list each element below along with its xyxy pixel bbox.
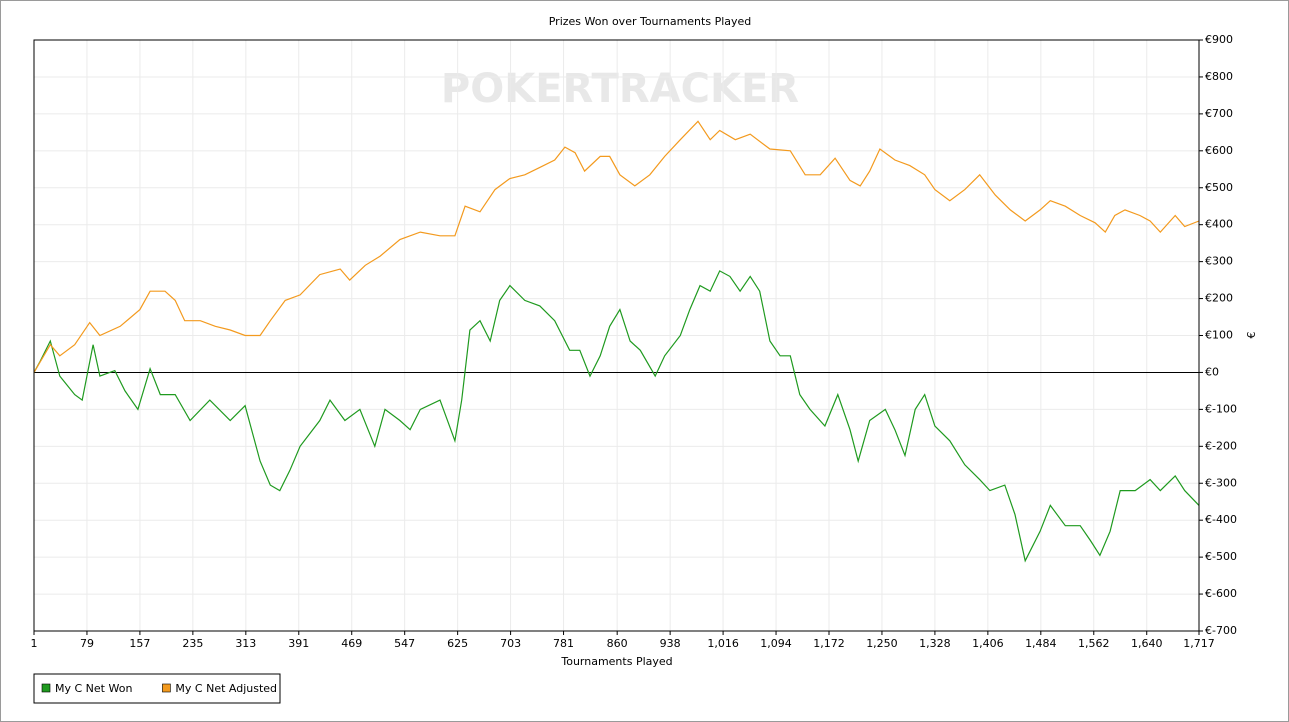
y-tick-label: €-700 (1205, 624, 1237, 637)
y-tick-label: €-100 (1205, 402, 1237, 415)
x-axis-label: Tournaments Played (560, 655, 672, 668)
legend-swatch (162, 683, 171, 693)
x-tick-label: 547 (394, 637, 415, 650)
x-tick-label: 157 (129, 637, 150, 650)
y-axis-label: € (1245, 332, 1258, 339)
y-tick-label: €0 (1205, 365, 1219, 378)
y-tick-label: €300 (1205, 255, 1233, 268)
x-tick-label: 1,328 (919, 637, 951, 650)
x-tick-label: 1,640 (1131, 637, 1163, 650)
y-tick-label: €700 (1205, 107, 1233, 120)
x-tick-label: 860 (607, 637, 628, 650)
legend-label: My C Net Adjusted (175, 682, 277, 695)
x-tick-label: 1,250 (866, 637, 898, 650)
x-tick-label: 1 (31, 637, 38, 650)
series-line (33, 270, 1200, 563)
y-tick-label: €-300 (1205, 476, 1237, 489)
series-line (33, 120, 1200, 373)
y-tick-label: €800 (1205, 70, 1233, 83)
y-tick-label: €600 (1205, 144, 1233, 157)
x-tick-label: 1,717 (1183, 637, 1215, 650)
y-tick-label: €-200 (1205, 439, 1237, 452)
x-tick-label: 938 (660, 637, 681, 650)
x-tick-label: 1,094 (760, 637, 792, 650)
y-tick-label: €100 (1205, 329, 1233, 342)
y-tick-label: €400 (1205, 218, 1233, 231)
x-tick-label: 313 (235, 637, 256, 650)
x-tick-label: 625 (447, 637, 468, 650)
y-tick-label: €-400 (1205, 513, 1237, 526)
x-tick-label: 1,562 (1078, 637, 1110, 650)
x-tick-label: 79 (80, 637, 94, 650)
x-tick-label: 1,484 (1025, 637, 1057, 650)
x-tick-label: 1,172 (813, 637, 845, 650)
y-tick-label: €-600 (1205, 587, 1237, 600)
x-tick-label: 469 (341, 637, 362, 650)
legend-label: My C Net Won (55, 682, 132, 695)
x-tick-label: 391 (288, 637, 309, 650)
y-tick-label: €500 (1205, 181, 1233, 194)
x-tick-label: 235 (182, 637, 203, 650)
y-tick-label: €200 (1205, 292, 1233, 305)
x-tick-label: 781 (553, 637, 574, 650)
legend-box (33, 673, 281, 704)
chart-title: Prizes Won over Tournaments Played (549, 15, 752, 28)
x-tick-label: 1,016 (707, 637, 739, 650)
watermark: POKERTRACKER (441, 66, 799, 112)
x-tick-label: 703 (500, 637, 521, 650)
legend-swatch (41, 683, 51, 693)
y-tick-label: €900 (1205, 33, 1233, 46)
x-tick-label: 1,406 (972, 637, 1004, 650)
y-tick-label: €-500 (1205, 550, 1237, 563)
plot (33, 120, 1200, 563)
